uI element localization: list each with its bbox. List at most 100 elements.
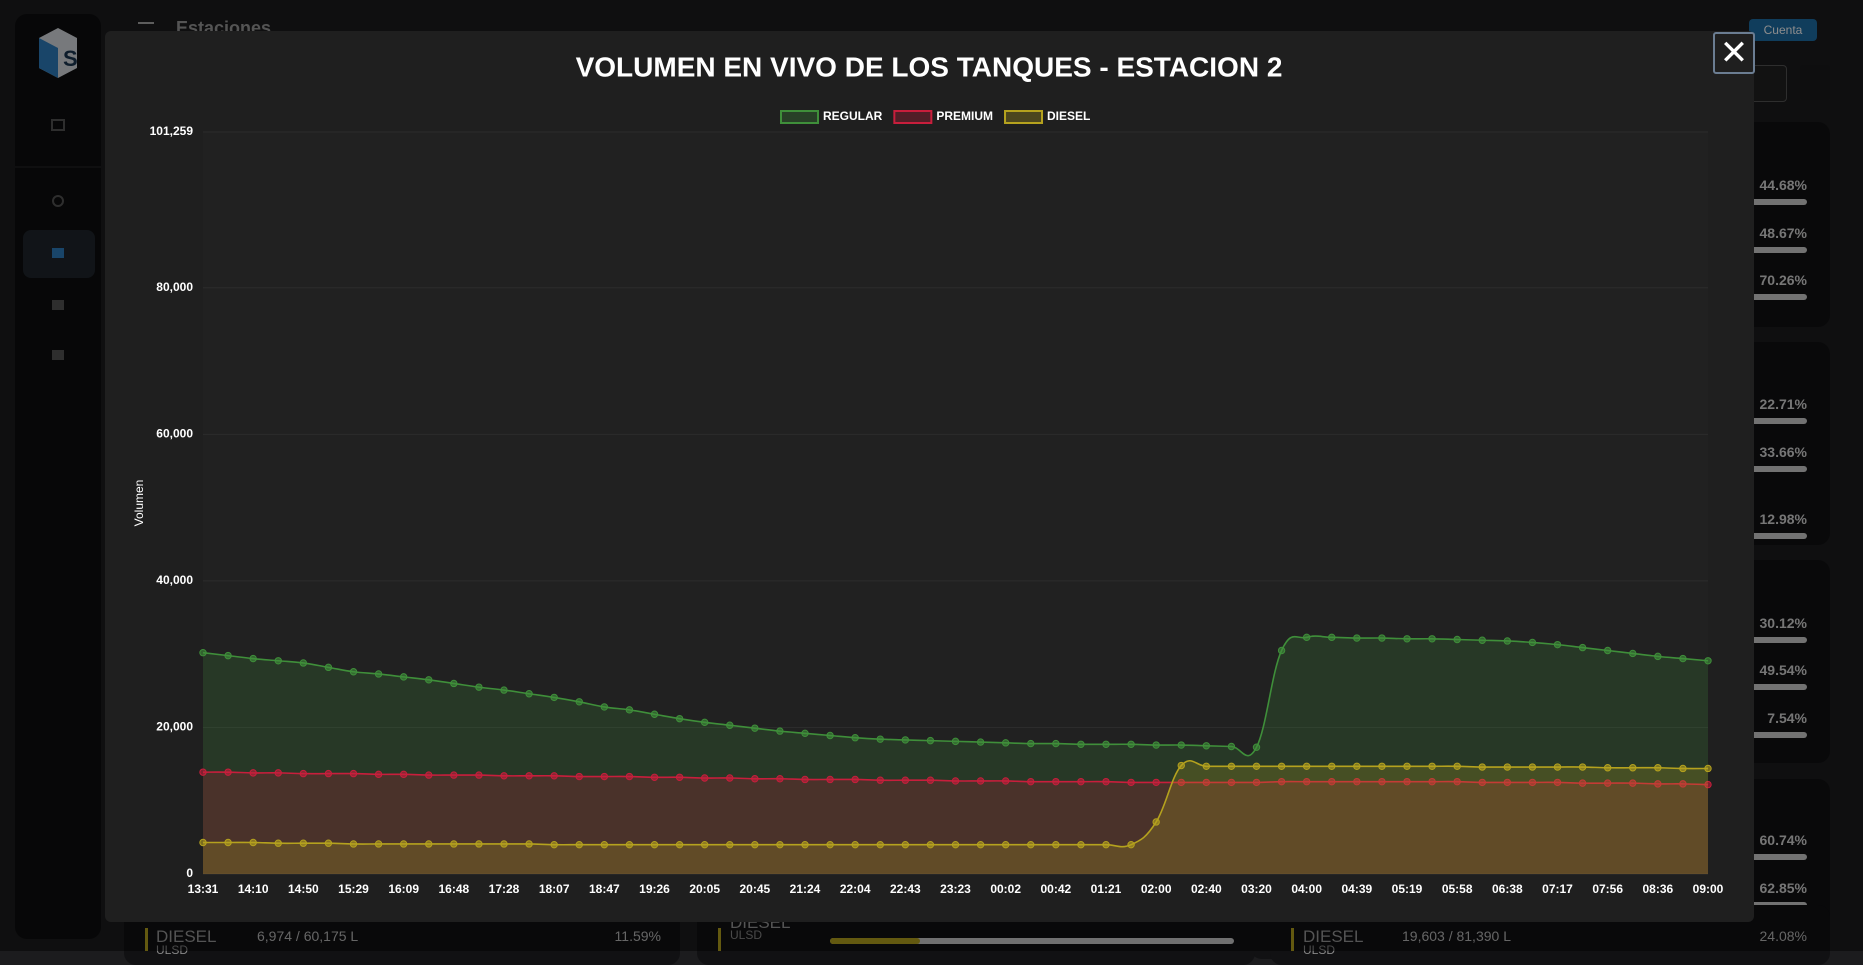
data-point xyxy=(1453,777,1461,786)
data-point xyxy=(1428,762,1436,770)
level-bar xyxy=(1727,466,1807,472)
close-button[interactable]: ✕ xyxy=(1713,32,1755,74)
y-tick-label: 40,000 xyxy=(156,573,193,587)
nav-icon[interactable] xyxy=(51,119,65,131)
nav-icon[interactable] xyxy=(52,195,64,207)
data-point xyxy=(500,686,508,694)
data-point xyxy=(826,840,834,849)
card-percent: 70.26% xyxy=(1759,272,1807,288)
data-point xyxy=(876,776,884,784)
data-point xyxy=(450,771,458,779)
card-percent: 33.66% xyxy=(1759,444,1807,460)
data-point xyxy=(1077,840,1085,849)
data-point xyxy=(1428,635,1436,643)
data-point xyxy=(1403,635,1411,643)
data-point xyxy=(374,840,383,848)
nav-icon[interactable] xyxy=(52,248,64,258)
card-percent: 44.68% xyxy=(1759,177,1807,193)
x-tick-label: 07:17 xyxy=(1542,882,1573,896)
legend-label: PREMIUM xyxy=(936,109,993,123)
data-point xyxy=(1378,762,1386,770)
x-tick-label: 02:00 xyxy=(1141,882,1172,896)
card-percent: 7.54% xyxy=(1767,710,1807,726)
data-point xyxy=(1578,779,1587,787)
data-point xyxy=(324,769,333,778)
data-point xyxy=(1052,739,1060,748)
data-point xyxy=(1578,763,1587,771)
data-point xyxy=(575,840,583,849)
data-point xyxy=(1152,818,1160,826)
data-point xyxy=(751,724,759,732)
data-point xyxy=(1001,840,1010,849)
data-point xyxy=(274,657,282,665)
level-bar xyxy=(1727,637,1807,643)
level-bar xyxy=(830,938,1234,944)
legend-swatch xyxy=(780,110,819,124)
bottom-accent xyxy=(145,928,148,951)
x-tick-label: 06:38 xyxy=(1492,882,1523,896)
x-tick-label: 09:00 xyxy=(1693,882,1724,896)
level-bar xyxy=(1727,199,1807,205)
data-point xyxy=(1102,740,1110,748)
data-point xyxy=(1403,762,1411,770)
data-point xyxy=(976,738,985,746)
data-point xyxy=(1177,778,1185,787)
data-point xyxy=(1629,764,1637,772)
data-point xyxy=(700,774,709,782)
card-percent: 22.71% xyxy=(1759,396,1807,412)
data-point xyxy=(751,840,759,849)
x-tick-label: 00:42 xyxy=(1040,882,1071,896)
data-point xyxy=(700,840,709,849)
data-point xyxy=(751,775,759,783)
data-point xyxy=(650,710,659,718)
x-tick-label: 22:04 xyxy=(840,882,871,896)
level-bar xyxy=(1727,854,1807,860)
modal: VOLUMEN EN VIVO DE LOS TANQUES - ESTACIO… xyxy=(105,31,1755,922)
data-point xyxy=(1102,777,1110,786)
data-point xyxy=(475,771,483,779)
sidebar: S xyxy=(15,14,101,939)
nav-icon[interactable] xyxy=(52,350,64,360)
data-point xyxy=(1603,779,1612,787)
x-tick-label: 13:31 xyxy=(188,882,219,896)
y-tick-label: 60,000 xyxy=(156,427,193,441)
data-point xyxy=(851,775,859,784)
data-point xyxy=(1277,646,1286,655)
data-point xyxy=(224,838,232,847)
data-point xyxy=(1679,780,1687,788)
series-area xyxy=(203,772,1708,874)
data-point xyxy=(1553,640,1562,649)
legend-swatch xyxy=(893,110,933,124)
nav-icon[interactable] xyxy=(52,300,64,310)
data-point xyxy=(1328,762,1336,770)
x-tick-label: 18:07 xyxy=(539,882,570,896)
data-point xyxy=(1001,777,1010,785)
data-point xyxy=(726,840,734,849)
data-point xyxy=(726,721,734,729)
data-point xyxy=(776,727,784,735)
chart-title: VOLUMEN EN VIVO DE LOS TANQUES - ESTACIO… xyxy=(576,51,1283,82)
data-point xyxy=(776,840,784,849)
level-bar xyxy=(1727,533,1807,539)
data-point xyxy=(249,769,257,777)
data-point xyxy=(1478,636,1486,644)
y-tick-label: 80,000 xyxy=(156,280,193,294)
level-bar xyxy=(1727,732,1807,738)
data-point xyxy=(575,772,583,781)
data-point xyxy=(1152,741,1160,749)
data-point xyxy=(1001,739,1010,747)
data-point xyxy=(1302,762,1311,770)
data-point xyxy=(1227,742,1236,751)
level-bar xyxy=(1727,418,1807,424)
data-point xyxy=(801,775,809,784)
data-point xyxy=(1629,779,1637,787)
data-point xyxy=(876,840,884,849)
kebab-button[interactable] xyxy=(1800,65,1830,100)
data-point xyxy=(1453,635,1461,644)
percent: 24.08% xyxy=(1759,928,1807,944)
x-tick-label: 04:39 xyxy=(1341,882,1372,896)
bottom-accent xyxy=(718,928,721,951)
data-point xyxy=(1654,652,1662,661)
volume: 6,974 / 60,175 L xyxy=(257,928,359,944)
account-button[interactable]: Cuenta xyxy=(1749,19,1817,41)
